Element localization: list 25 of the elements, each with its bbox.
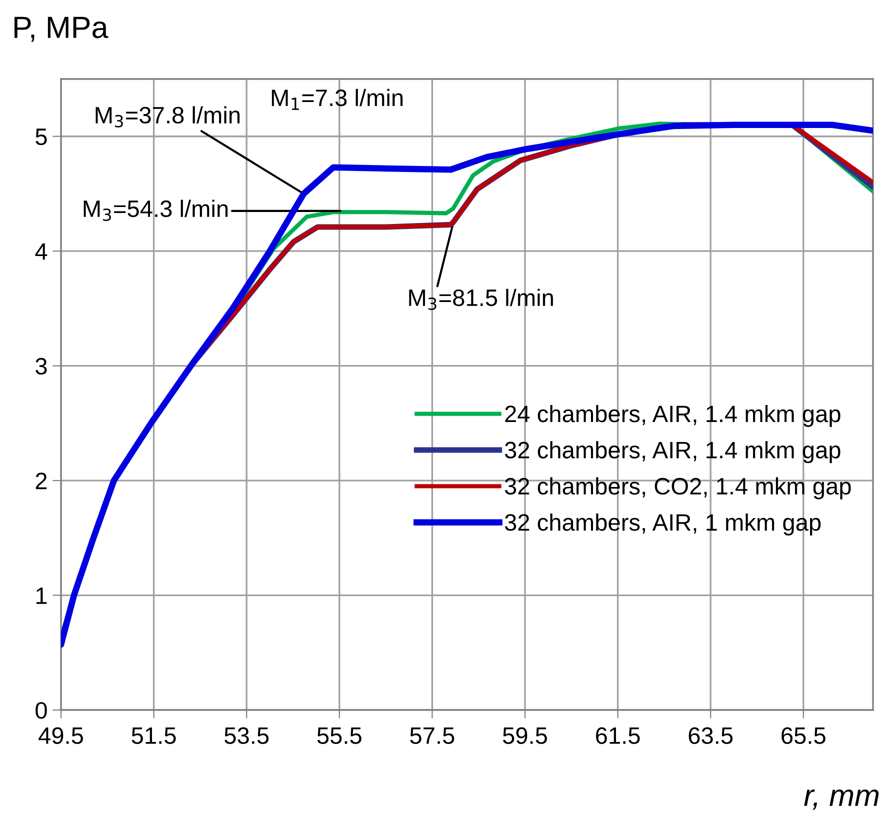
x-tick-label: 49.5 [38, 727, 83, 744]
annotation: M$_{3}$=54.3 l/min [84, 200, 228, 222]
x-tick-label: 53.5 [224, 727, 269, 744]
legend-label: 24 chambers, AIR, 1.4 mkm gap [505, 404, 840, 427]
y-tick-label: 5 [36, 128, 47, 146]
x-tick-label: 55.5 [317, 728, 362, 744]
annotation: M$_{3}$=81.5 l/min [409, 288, 553, 310]
y-axis-title: P, MPa [14, 16, 108, 42]
y-tick-label: 4 [35, 243, 48, 260]
x-axis-title: r, mm [804, 789, 879, 810]
x-tick-label: 59.5 [502, 727, 547, 744]
annotation: M$_{1}$=7.3 l/min [272, 88, 403, 110]
y-tick-label: 2 [36, 472, 47, 490]
x-tick-label: 63.5 [688, 727, 733, 744]
x-tick-label: 57.5 [410, 728, 454, 744]
y-tick-label: 0 [36, 702, 47, 719]
x-tick-label: 61.5 [596, 727, 640, 744]
x-tick-label: 65.5 [782, 727, 826, 744]
x-tick-label: 51.5 [132, 728, 176, 744]
legend-label: 32 chambers, CO2, 1.4 mkm gap [504, 477, 851, 500]
legend-label: 32 chambers, AIR, 1.4 mkm gap [504, 441, 840, 464]
annotation: M$_{3}$=37.8 l/min [96, 106, 240, 128]
y-tick-label: 3 [36, 358, 47, 375]
y-tick-label: 1 [36, 588, 47, 604]
legend-label: 32 chambers, AIR, 1 mkm gap [504, 513, 821, 536]
